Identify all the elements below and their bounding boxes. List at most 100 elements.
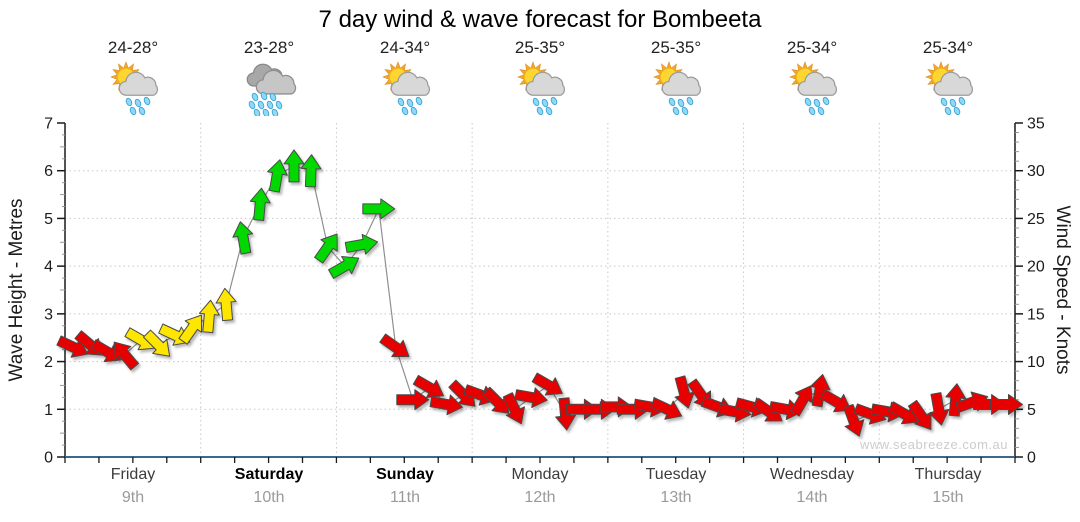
day-column-saturday: 23-28° Saturday 10th (201, 0, 337, 522)
day-name: Sunday (376, 466, 434, 483)
day-date: 9th (121, 489, 145, 506)
raindrop (817, 106, 825, 116)
raindrop (813, 98, 821, 108)
wind-arrow (178, 314, 203, 345)
raindrop (686, 96, 694, 106)
raindrop (532, 97, 540, 107)
raindrop (260, 91, 268, 101)
tick-label: 6 (44, 163, 53, 180)
sun-cloud-rain-icon (648, 60, 704, 116)
wind-arrow (674, 375, 695, 409)
wind-arrow (283, 149, 305, 183)
axis-ticks: 0 1 2 3 4 5 6 7 0 5 10 15 20 25 30 35 (44, 116, 1045, 467)
wind-arrow (412, 374, 445, 398)
wind-arrow (90, 339, 122, 363)
cloud (933, 71, 974, 96)
day-name: Wednesday (769, 466, 855, 483)
day-name: Monday (511, 466, 569, 483)
day-temp-range: 24-28° (107, 38, 159, 57)
day-date: 13th (660, 489, 692, 506)
cloud (525, 71, 566, 96)
raindrop (401, 106, 409, 116)
day-column-wednesday: 25-34° Wednesday 14th (744, 0, 880, 522)
wind-arrow (314, 233, 338, 264)
day-date: 15th (932, 489, 964, 506)
day-date: 14th (796, 489, 828, 506)
cloud (797, 71, 838, 96)
raindrop (953, 106, 961, 116)
wind-arrow (843, 403, 865, 437)
day-name: Thursday (914, 466, 982, 483)
sun-cloud-rain-icon (784, 60, 840, 116)
wind-arrow (142, 329, 171, 357)
wind-arrow (809, 373, 831, 408)
day-temp-range: 25-34° (786, 38, 838, 57)
day-name: Saturday (234, 466, 304, 483)
tick-label: 3 (44, 306, 53, 323)
raindrop (668, 97, 676, 107)
wind-arrow (502, 392, 526, 425)
watermark: www.seabreeze.com.au (859, 437, 1008, 452)
tick-label: 15 (1027, 306, 1045, 323)
sun-cloud-rain-icon (105, 60, 161, 116)
day-column-monday: 25-35° Monday 12th (472, 0, 608, 522)
wind-arrow (429, 394, 463, 416)
day-temp-range: 25-35° (514, 38, 566, 57)
raindrop (269, 92, 277, 102)
sun-cloud-rain-icon (377, 60, 433, 116)
wind-arrow (945, 383, 967, 417)
raindrop (275, 100, 283, 110)
y-axis-label-wave-height: Wave Height - Metres (6, 198, 27, 382)
raindrop (804, 97, 812, 107)
heavy-rain-icon (241, 60, 297, 118)
raindrop (672, 106, 680, 116)
raindrop (410, 106, 418, 116)
raindrop (129, 106, 137, 116)
raindrop (143, 96, 151, 106)
raindrop (545, 106, 553, 116)
raindrop (677, 98, 685, 108)
wind-arrow (232, 221, 254, 255)
wind-arrow (650, 397, 683, 420)
raindrop (822, 96, 830, 106)
wind-arrow (215, 287, 237, 322)
day-column-tuesday: 25-35° Tuesday 13th (608, 0, 744, 522)
day-column-sunday: 24-34° Sunday 11th (337, 0, 473, 522)
wind-arrow (514, 387, 548, 409)
cloud (661, 71, 702, 96)
wind-arrow (531, 372, 563, 396)
wind-arrow (328, 255, 360, 279)
tick-label: 5 (1027, 402, 1036, 419)
day-name: Friday (110, 466, 156, 483)
cloud (255, 69, 297, 95)
day-column-friday: 24-28° Friday 9th (65, 0, 201, 522)
raindrop (138, 106, 146, 116)
page-title: 7 day wind & wave forecast for Bombeeta (318, 6, 762, 33)
day-date: 10th (253, 489, 285, 506)
raindrop (536, 106, 544, 116)
raindrop (550, 96, 558, 106)
raindrop (808, 106, 816, 116)
day-column-thursday: 25-34° Thursday 15th (880, 0, 1016, 522)
raindrop (541, 98, 549, 108)
raindrop (949, 98, 957, 108)
tick-label: 35 (1027, 116, 1045, 133)
raindrop (134, 98, 142, 108)
day-temp-range: 25-35° (650, 38, 702, 57)
raindrop (681, 106, 689, 116)
wind-arrow (344, 234, 379, 255)
raindrop (397, 97, 405, 107)
raindrop (266, 100, 274, 110)
wind-arrow (907, 399, 932, 431)
day-date: 11th (390, 489, 420, 506)
wind-arrows (56, 149, 1023, 437)
tick-label: 0 (44, 450, 53, 467)
tick-label: 25 (1027, 211, 1045, 228)
wind-arrow (990, 394, 1023, 415)
tick-label: 7 (44, 116, 53, 133)
wind-arrow (379, 333, 410, 358)
wind-arrow (396, 389, 430, 411)
y-axis-label-wind-speed: Wind Speed - Knots (1052, 205, 1073, 375)
